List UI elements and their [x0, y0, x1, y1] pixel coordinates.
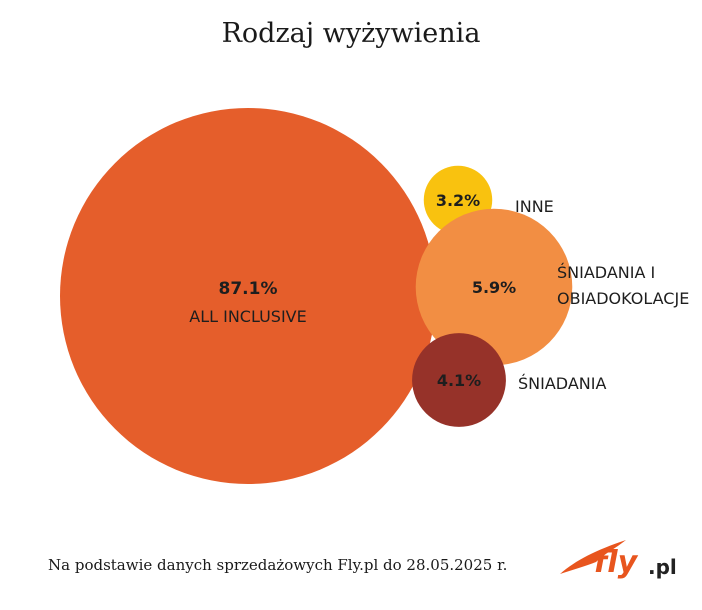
footnote: Na podstawie danych sprzedażowych Fly.pl…	[48, 556, 508, 574]
data-label-inne: 3.2%	[436, 191, 480, 210]
category-label-inne: INNE	[515, 197, 554, 216]
bubble-śniadania-i-obiadokolacje	[415, 208, 573, 366]
svg-text:.pl: .pl	[648, 555, 677, 579]
category-label-śniadania-i-obiadokolacje-line-1: ŚNIADANIA I	[557, 263, 655, 282]
chart-title: Rodzaj wyżywienia	[221, 18, 481, 49]
data-label-śniadania-i-obiadokolacje: 5.9%	[472, 278, 516, 297]
bubble-all-inclusive	[60, 108, 436, 484]
data-label-śniadania: 4.1%	[437, 371, 481, 390]
bubble-śniadania	[412, 333, 506, 427]
category-label-śniadania-i-obiadokolacje-line-2: OBIADOKOLACJE	[557, 289, 689, 308]
svg-text:fly: fly	[594, 545, 639, 580]
category-label-śniadania: ŚNIADANIA	[518, 374, 606, 393]
fly-pl-logo: fly .pl	[560, 540, 677, 580]
category-label-all-inclusive: ALL INCLUSIVE	[189, 307, 306, 326]
data-label-all-inclusive: 87.1%	[219, 279, 278, 299]
